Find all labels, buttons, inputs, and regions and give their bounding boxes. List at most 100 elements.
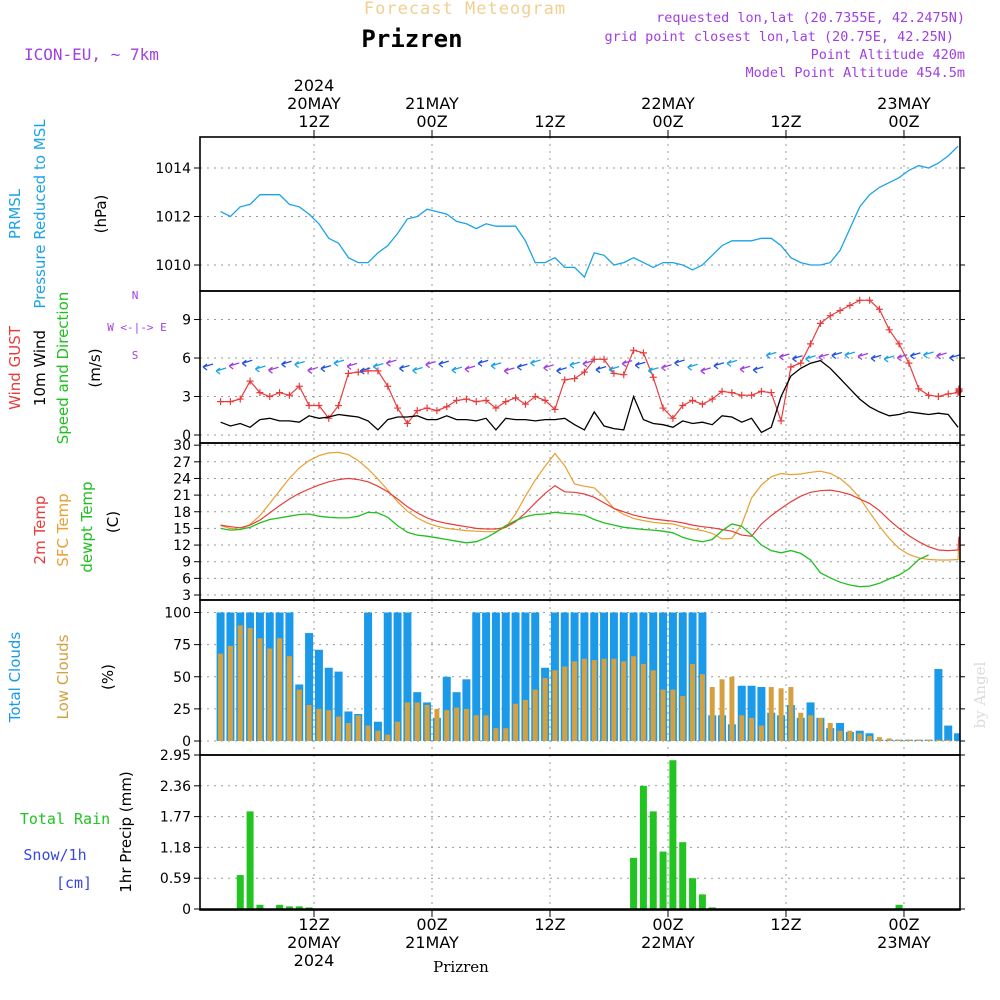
wind-gust-marker [423, 404, 431, 412]
low-cloud-bar [345, 723, 351, 741]
wind-gust-label: Wind GUST [6, 325, 24, 410]
low-cloud-bar [739, 715, 745, 741]
y-tick-label: 2.36 [160, 779, 191, 795]
wind-gust-marker [610, 369, 618, 377]
wind-direction-arrow [700, 367, 711, 375]
low-cloud-bar [473, 715, 479, 741]
wind-direction-arrow [844, 351, 856, 359]
prmsl-label: PRMSL [6, 188, 24, 239]
wind-gust-marker [403, 419, 411, 427]
low-cloud-bar [218, 653, 224, 741]
low-cloud-bar [749, 717, 755, 741]
bottom-time-label: 23MAY [877, 933, 931, 952]
low-cloud-bar [404, 702, 410, 741]
low-cloud-bar [876, 737, 882, 741]
wind-gust-marker [925, 391, 933, 399]
label-layer: 1010101210140369369121518212427300255075… [6, 76, 931, 970]
low-cloud-bar [532, 689, 538, 741]
wind-gust-marker [777, 417, 785, 425]
y-tick-label: 9 [182, 555, 191, 571]
low-cloud-bar [670, 689, 676, 741]
wind-direction-arrow [608, 365, 620, 374]
wind-gust-marker [698, 400, 706, 408]
wind-direction-arrow [831, 351, 842, 359]
total-cloud-bar [668, 612, 677, 741]
wind-direction-arrow [936, 352, 947, 360]
wind-gust-line [220, 299, 960, 425]
wind-direction-arrow [294, 360, 305, 369]
y-tick-label: 3 [182, 588, 191, 604]
wind-gust-marker [718, 387, 726, 395]
requested-coords: requested lon,lat (20.7355E, 42.2475N) [656, 10, 965, 26]
wind-direction-arrow [595, 366, 607, 374]
low-cloud-bar [611, 658, 617, 741]
wind-gust-marker [325, 414, 333, 422]
low-cloud-bar [601, 658, 607, 741]
point-altitude: Point Altitude 420m [811, 47, 965, 63]
rain-bar [708, 907, 716, 909]
low-cloud-bar [424, 705, 430, 741]
wind-direction-arrow [896, 354, 908, 362]
top-time-label: 00Z [888, 112, 919, 131]
y-tick-label: 12 [173, 538, 191, 554]
location-title: Prizren [361, 25, 462, 53]
rain-bar [669, 760, 677, 909]
low-cloud-bar [267, 648, 273, 741]
low-cloud-bar [886, 738, 892, 741]
low-cloud-bar [729, 676, 735, 741]
wind-direction-arrow [320, 364, 332, 373]
low-cloud-bar [277, 638, 283, 741]
y-tick-label: 1010 [155, 258, 191, 274]
wind-gust-marker [344, 369, 352, 377]
2m-temp-line [220, 477, 960, 552]
wind-gust-marker [846, 301, 854, 309]
rain-bar [276, 904, 284, 909]
wind-label: 10m Wind [31, 330, 49, 406]
low-cloud-bar [493, 728, 499, 741]
low-cloud-bar [336, 716, 342, 741]
y-tick-label: 25 [173, 702, 191, 718]
bottom-time-label: 2024 [294, 951, 335, 970]
low-cloud-bar [296, 689, 302, 741]
top-time-label: 2024 [294, 76, 335, 95]
total-cloud-bar [403, 612, 412, 741]
low-cloud-bar [414, 702, 420, 741]
total-cloud-bar [305, 633, 314, 741]
low-cloud-bar [463, 708, 469, 741]
wind-gust-marker [915, 385, 923, 393]
total-cloud-bar [659, 612, 668, 741]
header: Forecast Meteogram Prizren ICON-EU, ~ 7k… [24, 0, 989, 976]
wind-gust-marker [620, 371, 628, 379]
wind-gust-marker [738, 391, 746, 399]
dewpt-temp-line [220, 511, 929, 588]
low-cloud-bar [444, 710, 450, 741]
wind-gust-marker [816, 319, 824, 327]
wind-gust-marker [708, 395, 716, 403]
wind-gust-marker [757, 387, 765, 395]
low-cloud-bar [522, 699, 528, 741]
low-clouds-label: Low Clouds [54, 634, 72, 719]
low-cloud-bar [817, 717, 823, 741]
y-tick-label: 3 [182, 390, 191, 406]
total-cloud-bar [491, 612, 500, 741]
wind-gust-marker [561, 376, 569, 384]
wind-direction-arrow [228, 362, 240, 370]
low-cloud-bar [699, 674, 705, 741]
total-cloud-bar [501, 612, 510, 741]
pressure-unit: (hPa) [92, 195, 110, 234]
y-tick-label: 0 [182, 902, 191, 918]
y-tick-label: 1014 [155, 161, 191, 177]
total-cloud-bar [383, 612, 392, 741]
wind-gust-marker [217, 398, 225, 406]
2m-temp-label: 2m Temp [31, 496, 49, 565]
wind-gust-marker [354, 368, 362, 376]
wind-direction-arrow [621, 360, 633, 368]
wind-gust-marker [295, 382, 303, 390]
total-cloud-bar [747, 685, 756, 741]
wind-gust-marker [875, 305, 883, 313]
wind-speed-line [220, 359, 959, 434]
sfc-temp-label: SFC Temp [54, 493, 72, 566]
rain-bar [256, 904, 264, 909]
wind-direction-arrow [530, 359, 541, 367]
